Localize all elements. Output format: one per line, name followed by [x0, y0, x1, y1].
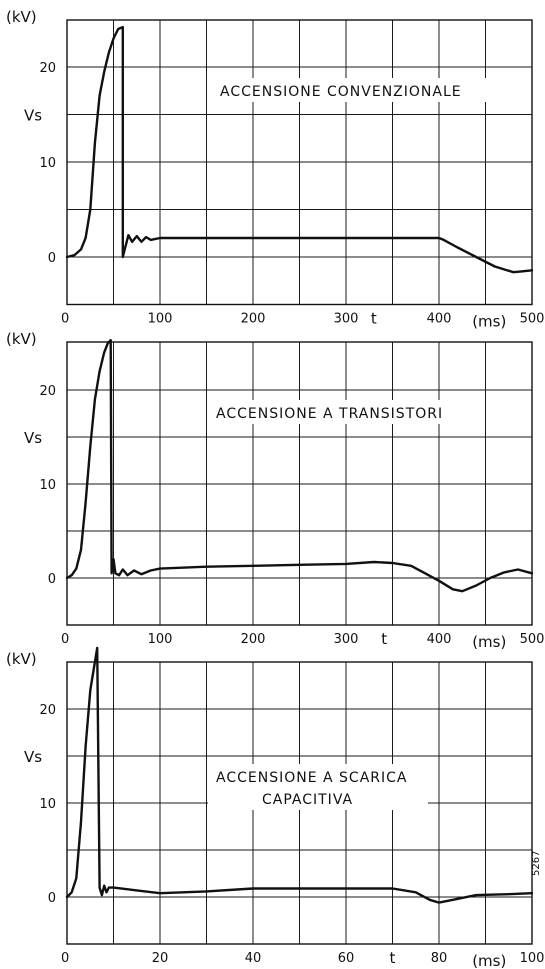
panel-1-title: ACCENSIONE CONVENZIONALE: [220, 84, 462, 100]
x-tick-label: 0: [61, 312, 69, 327]
panel-2-y-ticks: 0 10 20: [39, 384, 56, 587]
panel-2-curve: [65, 339, 534, 593]
panel-3-y-ticks: 0 10 20: [39, 703, 56, 906]
y-tick-label: 10: [39, 156, 56, 171]
x-tick-label: 20: [152, 951, 169, 966]
y-tick-label: 10: [39, 797, 56, 812]
panel-3-frame: [66, 661, 533, 945]
panel-conventional: ACCENSIONE CONVENZIONALE (kV) Vs t (ms) …: [6, 8, 544, 331]
x-tick-label: 200: [241, 632, 266, 647]
x-tick-label: 500: [520, 312, 545, 327]
y-tick-label: 0: [48, 251, 56, 266]
figure-code: 5267: [531, 851, 542, 876]
x-tick-label: 100: [520, 951, 545, 966]
x-tick-label: 400: [427, 632, 452, 647]
panel-1-grid: [67, 20, 532, 305]
x-tick-label: 400: [427, 312, 452, 327]
y-tick-label: 10: [39, 478, 56, 493]
panel-2-frame: [66, 341, 533, 626]
panel-2-title: ACCENSIONE A TRANSISTORI: [216, 406, 443, 422]
y-tick-label: 0: [48, 572, 56, 587]
panel-3-y-label: Vs: [24, 748, 42, 766]
panel-1-curve: [65, 25, 534, 274]
panel-2-y-label: Vs: [24, 429, 42, 447]
y-tick-label: 20: [39, 61, 56, 76]
panel-2-grid: [67, 342, 532, 625]
x-tick-label: 60: [338, 951, 355, 966]
panel-3-title-bg: [208, 764, 428, 810]
x-tick-label: 100: [148, 632, 173, 647]
panel-2-y-unit: (kV): [6, 330, 37, 348]
panel-transistor: ACCENSIONE A TRANSISTORI (kV) Vs t (ms) …: [6, 330, 544, 651]
y-tick-label: 20: [39, 703, 56, 718]
panel-3-x-label: t: [390, 949, 396, 967]
panel-3-x-ticks: 0 20 40 60 80 100: [61, 951, 544, 966]
panel-1-y-label: Vs: [24, 107, 42, 125]
panel-3-y-unit: (kV): [6, 650, 37, 668]
panel-2-x-unit: (ms): [472, 633, 506, 651]
x-tick-label: 500: [520, 632, 545, 647]
panel-3-title-line: CAPACITIVA: [262, 792, 353, 808]
y-tick-label: 20: [39, 384, 56, 399]
x-tick-label: 0: [61, 632, 69, 647]
x-tick-label: 0: [61, 951, 69, 966]
panel-2-title-bg: [208, 400, 448, 424]
panel-2-x-ticks: 0 100 200 300 400 500: [61, 632, 544, 647]
panel-3-curve: [65, 646, 534, 904]
panel-1-title-bg: [212, 78, 502, 102]
panel-1-frame: [66, 19, 533, 306]
x-tick-label: 40: [245, 951, 262, 966]
x-tick-label: 300: [334, 312, 359, 327]
x-tick-label: 300: [334, 632, 359, 647]
panel-1-x-ticks: 0 100 200 300 400 500: [61, 312, 544, 327]
panel-1-x-label: t: [371, 310, 377, 328]
panel-1-x-unit: (ms): [472, 313, 506, 331]
x-tick-label: 200: [241, 312, 266, 327]
y-tick-label: 0: [48, 891, 56, 906]
panel-3-x-unit: (ms): [472, 952, 506, 969]
panel-3-title-line: ACCENSIONE A SCARICA: [216, 770, 407, 786]
panel-1-y-unit: (kV): [6, 8, 37, 26]
x-tick-label: 100: [148, 312, 173, 327]
panel-2-x-label: t: [381, 630, 387, 648]
panel-1-y-ticks: 0 10 20: [39, 61, 56, 266]
x-tick-label: 80: [431, 951, 448, 966]
panel-capacitive: ACCENSIONE A SCARICA CAPACITIVA (kV) Vs t…: [6, 646, 544, 969]
panel-3-title: ACCENSIONE A SCARICA CAPACITIVA: [216, 770, 407, 808]
